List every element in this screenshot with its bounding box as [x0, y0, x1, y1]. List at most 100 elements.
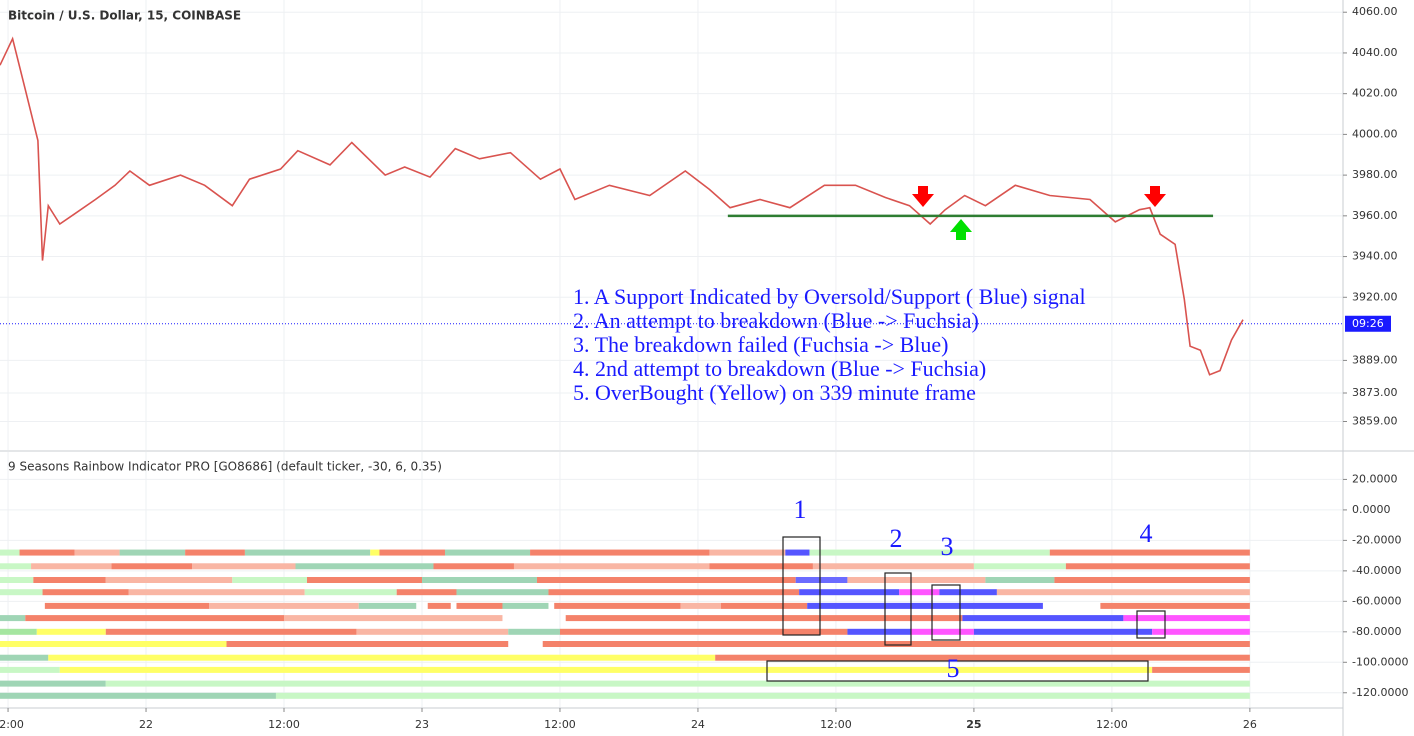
indicator-segment: [962, 615, 1124, 622]
indicator-segment: [232, 577, 308, 583]
indicator-segment: [0, 680, 106, 687]
indicator-segment: [847, 628, 911, 635]
indicator-segment: [185, 549, 245, 556]
y-tick-label: 4060.00: [1352, 5, 1398, 18]
annotation-line: 3. The breakdown failed (Fuchsia -> Blue…: [573, 332, 949, 357]
indicator-segment: [680, 602, 721, 609]
y-tick-label: -100.0000: [1352, 655, 1408, 668]
y-tick-label: 3873.00: [1352, 386, 1398, 399]
y-tick-label: -20.0000: [1352, 533, 1401, 546]
indicator-segment: [939, 589, 997, 596]
indicator-segment: [502, 602, 549, 609]
indicator-segment: [19, 549, 75, 556]
indicator-segment: [284, 615, 503, 622]
indicator-segment: [542, 641, 1250, 647]
indicator-segment: [709, 563, 813, 570]
indicator-segment: [973, 563, 1066, 570]
indicator-segment: [244, 549, 371, 556]
indicator-segment: [1100, 602, 1250, 609]
marker-label: 2: [890, 524, 903, 553]
y-tick-label: 3940.00: [1352, 250, 1398, 263]
indicator-segment: [847, 577, 986, 583]
indicator-segment: [715, 654, 1250, 661]
indicator-segment: [25, 615, 285, 622]
indicator-segment: [105, 577, 233, 583]
price-line: [0, 36, 1244, 376]
y-tick-label: 3859.00: [1352, 414, 1398, 427]
down-arrow: [1144, 186, 1166, 207]
annotation-line: 5. OverBought (Yellow) on 339 minute fra…: [573, 380, 976, 405]
x-tick-label: 12:00: [268, 718, 300, 731]
indicator-segment: [996, 589, 1250, 596]
indicator-segment: [31, 563, 112, 570]
y-tick-label: -80.0000: [1352, 625, 1401, 638]
indicator-segment: [456, 602, 503, 609]
y-tick-label: 20.0000: [1352, 472, 1398, 485]
indicator-segment: [358, 602, 417, 609]
y-tick-label: 4000.00: [1352, 127, 1398, 140]
annotation-line: 2. An attempt to breakdown (Blue -> Fuch…: [573, 308, 979, 333]
marker-box: [1136, 610, 1166, 639]
x-tick-label: 12:00: [1096, 718, 1128, 731]
indicator-segment: [565, 615, 963, 622]
marker-box: [931, 584, 961, 641]
indicator-segment: [444, 549, 531, 556]
y-tick-label: -40.0000: [1352, 564, 1401, 577]
indicator-segment: [910, 628, 974, 635]
indicator-title: 9 Seasons Rainbow Indicator PRO [GO8686]…: [8, 460, 442, 474]
last-price-badge: [1345, 315, 1391, 332]
indicator-segment: [0, 666, 60, 673]
y-tick-label: 4040.00: [1352, 46, 1398, 59]
indicator-segment: [899, 589, 940, 596]
x-tick-label: 22: [139, 718, 153, 731]
annotation-line: 4. 2nd attempt to breakdown (Blue -> Fuc…: [573, 356, 986, 381]
annotation-text: 1. A Support Indicated by Oversold/Suppo…: [573, 284, 1086, 405]
indicator-segment: [799, 589, 900, 596]
indicator-segment: [0, 563, 32, 570]
indicator-segment: [720, 602, 808, 609]
indicator-segment: [119, 549, 186, 556]
marker-label: 5: [947, 654, 960, 683]
indicator-segment: [0, 549, 20, 556]
indicator-segment: [559, 628, 848, 635]
indicator-segment: [0, 654, 49, 661]
indicator-segment: [1152, 666, 1250, 673]
x-tick-label: 24: [691, 718, 705, 731]
x-tick-label: 12:00: [544, 718, 576, 731]
indicator-segment: [0, 641, 227, 647]
indicator-segment: [433, 563, 514, 570]
marker-box: [884, 572, 912, 646]
marker-label: 4: [1140, 519, 1153, 548]
indicator-segment: [307, 577, 422, 583]
up-arrow: [950, 219, 972, 240]
down-arrow: [912, 186, 934, 207]
y-tick-label: 3889.00: [1352, 353, 1398, 366]
y-tick-label: 3980.00: [1352, 168, 1398, 181]
indicator-segment: [74, 549, 120, 556]
indicator-segment: [795, 577, 848, 583]
indicator-segment: [0, 615, 26, 622]
indicator-segment: [42, 589, 129, 596]
indicator-segment: [508, 628, 560, 635]
marker-label: 3: [941, 532, 954, 561]
indicator-segment: [973, 628, 1153, 635]
x-tick-label: 12:00: [820, 718, 852, 731]
indicator-segment: [226, 641, 509, 647]
indicator-segment: [379, 549, 445, 556]
indicator-segment: [536, 577, 796, 583]
y-tick-label: 4020.00: [1352, 87, 1398, 100]
indicator-segment: [105, 628, 357, 635]
indicator-segment: [1123, 615, 1250, 622]
marker-label: 1: [794, 495, 807, 524]
indicator-segment: [456, 589, 549, 596]
indicator-segment: [275, 692, 1250, 699]
chart-title: Bitcoin / U.S. Dollar, 15, COINBASE: [8, 9, 241, 23]
indicator-segment: [1054, 577, 1250, 583]
indicator-segment: [530, 549, 710, 556]
y-tick-label: 3920.00: [1352, 290, 1398, 303]
indicator-segment: [295, 563, 434, 570]
indicator-segment: [105, 680, 1250, 687]
indicator-segment: [356, 628, 509, 635]
